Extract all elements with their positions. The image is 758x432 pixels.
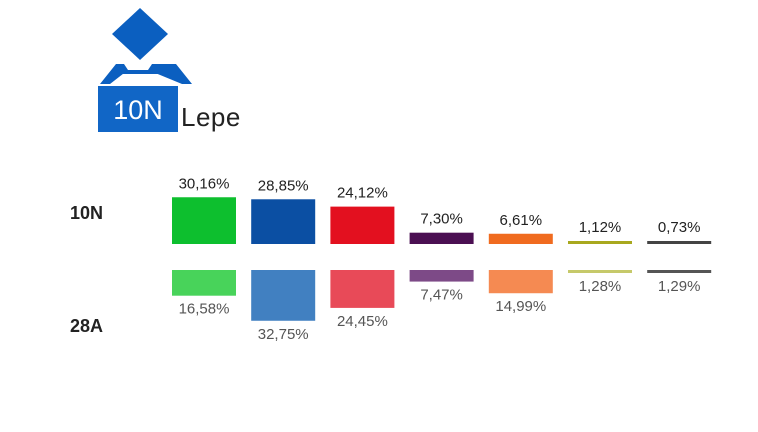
label-10n-1: 30,16%: [179, 175, 230, 192]
bar-10n-5: [488, 233, 553, 244]
bar-28a-3: [330, 270, 395, 308]
label-10n-5: 6,61%: [500, 212, 543, 229]
label-28a-4: 7,47%: [420, 287, 463, 304]
series-label-10n: 10N: [70, 203, 104, 223]
bar-10n-1: [172, 197, 236, 244]
bar-10n-3: [330, 206, 395, 244]
bar-28a-4: [409, 270, 474, 282]
label-28a-6: 1,28%: [579, 278, 622, 295]
label-10n-6: 1,12%: [579, 219, 622, 236]
label-10n-7: 0,73%: [658, 219, 701, 236]
ballot-paper-icon: [112, 8, 168, 60]
ballot-box-logo: 10N: [98, 8, 192, 132]
label-28a-3: 24,45%: [337, 313, 388, 330]
bar-28a-1: [172, 270, 236, 296]
label-10n-2: 28,85%: [258, 177, 309, 194]
label-28a-1: 16,58%: [179, 301, 230, 318]
label-28a-2: 32,75%: [258, 326, 309, 343]
label-10n-3: 24,12%: [337, 185, 388, 202]
bar-28a-2: [251, 270, 316, 321]
ballot-box-lid-icon: [100, 64, 192, 84]
bar-28a-7: [647, 270, 712, 273]
label-28a-5: 14,99%: [495, 298, 546, 315]
series-label-28a: 28A: [70, 316, 104, 336]
ballot-box-body: [98, 86, 178, 132]
place-name: Lepe: [181, 102, 241, 132]
logo-text: 10N: [113, 95, 163, 125]
bar-10n-4: [409, 232, 474, 244]
bar-28a-5: [488, 270, 553, 294]
bar-28a-6: [568, 270, 632, 273]
label-10n-4: 7,30%: [420, 211, 463, 228]
ballot-slot: [120, 70, 172, 74]
label-28a-7: 1,29%: [658, 278, 701, 295]
bar-10n-2: [251, 199, 316, 244]
bar-10n-7: [647, 241, 712, 244]
bar-10n-6: [568, 241, 632, 244]
